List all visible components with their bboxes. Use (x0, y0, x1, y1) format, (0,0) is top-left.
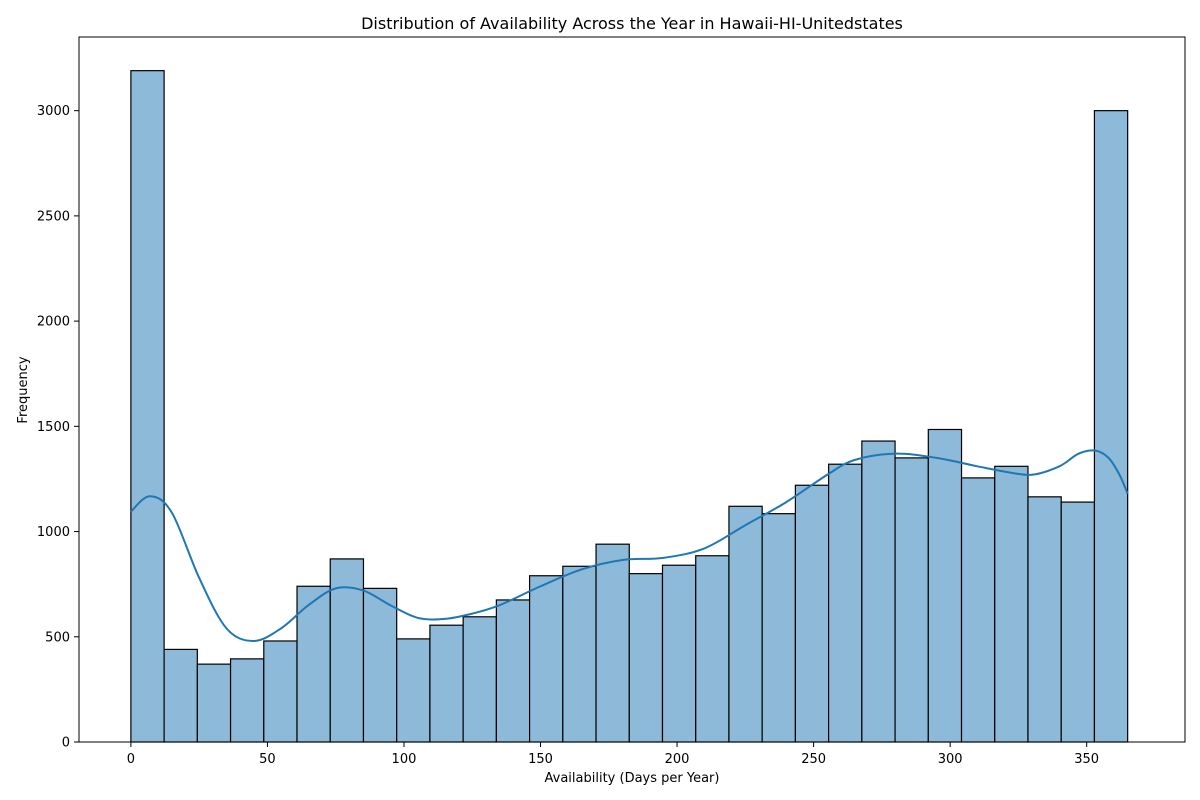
kde-curve-group (130, 449, 1129, 642)
histogram-bar (1093, 110, 1129, 743)
histogram-bar (960, 477, 996, 743)
x-tick-label: 350 (1074, 752, 1099, 767)
histogram-bar (562, 565, 597, 743)
x-tick-label: 300 (938, 752, 963, 767)
histogram-bar (927, 428, 963, 743)
histogram-bar (196, 663, 232, 743)
histogram-bar (628, 573, 664, 743)
histogram-bar (495, 599, 531, 743)
histogram-bar (595, 543, 630, 743)
histogram-bar (429, 624, 464, 743)
plot-frame (78, 36, 1186, 743)
axes: 0 50 100 150 200 250 300 350 0 500 1000 1500 2000 250… (37, 36, 1186, 767)
y-tick-label: 1500 (37, 420, 70, 435)
histogram-bar (761, 513, 796, 743)
histogram-bars (130, 70, 1129, 743)
chart-title: Distribution of Availability Across the … (361, 14, 903, 33)
histogram-bar (828, 463, 863, 743)
y-tick-label: 3000 (37, 104, 70, 119)
x-tick-label: 200 (665, 752, 690, 767)
histogram-bar (695, 555, 730, 743)
x-tick-label: 150 (528, 752, 553, 767)
y-axis-title: Frequency (16, 356, 31, 423)
histogram-bar (728, 505, 763, 743)
histogram-bar (894, 457, 929, 743)
histogram-bar (263, 640, 298, 743)
x-axis-title: Availability (Days per Year) (545, 771, 720, 786)
kde-curve (130, 449, 1129, 642)
y-tick-label: 1000 (37, 525, 70, 540)
histogram-bar (528, 575, 564, 743)
histogram-bar (130, 70, 165, 743)
x-tick-label: 0 (127, 752, 135, 767)
histogram-bar (1060, 501, 1096, 743)
y-tick-label: 2000 (37, 315, 70, 330)
histogram-bar (296, 585, 331, 743)
histogram-bar (794, 484, 830, 743)
histogram-bar (229, 658, 265, 743)
y-tick-label: 0 (62, 736, 70, 751)
histogram-bar (661, 564, 697, 743)
histogram-bar (861, 440, 896, 743)
x-tick-label: 250 (801, 752, 826, 767)
y-tick-label: 2500 (37, 209, 70, 224)
histogram-bar (462, 616, 497, 743)
histogram-bar (994, 465, 1029, 743)
histogram-bar (1027, 496, 1062, 743)
histogram-bar (362, 587, 398, 743)
histogram-bar (396, 638, 431, 743)
y-tick-label: 500 (45, 630, 70, 645)
x-tick-label: 100 (392, 752, 417, 767)
histogram-bar (163, 648, 198, 743)
x-tick-label: 50 (259, 752, 276, 767)
